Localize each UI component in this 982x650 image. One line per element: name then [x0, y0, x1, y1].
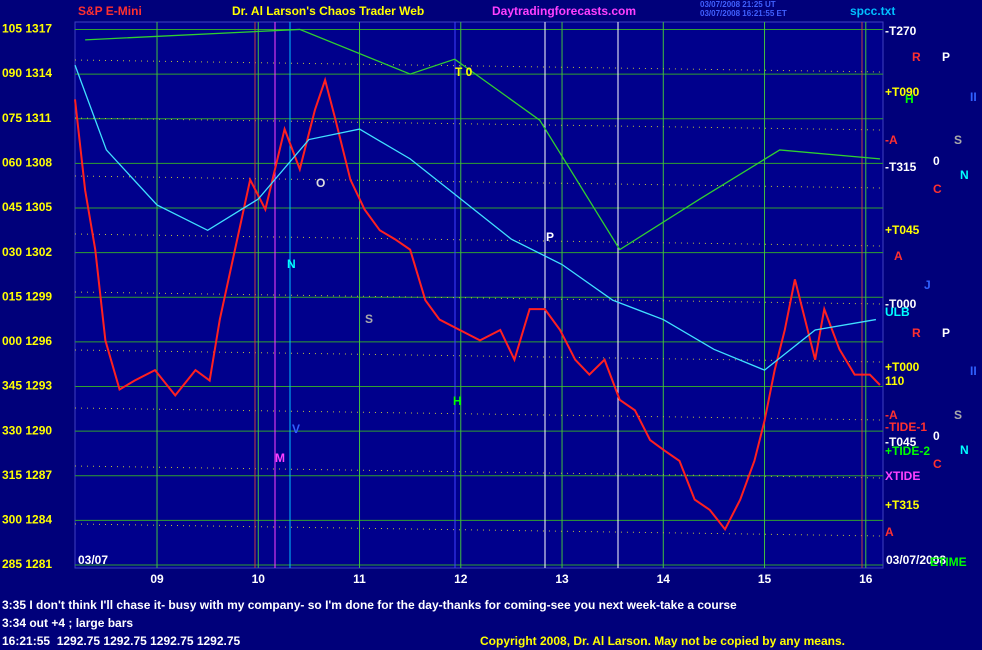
- annotation: M: [275, 451, 285, 465]
- series-line: [74, 76, 881, 532]
- marker-letter: P: [942, 326, 950, 340]
- annotation: T 0: [455, 65, 473, 79]
- y-tick-label: 030 1302: [2, 245, 52, 259]
- y-tick-label: 075 1311: [2, 111, 52, 125]
- start-date: 03/07: [78, 553, 108, 567]
- y-tick-label: 000 1296: [2, 334, 52, 348]
- y-tick-label: 285 1281: [2, 557, 52, 571]
- annotation: V: [292, 422, 300, 436]
- y-tick-label: 345 1293: [2, 379, 52, 393]
- level-label: A: [885, 525, 894, 539]
- y-tick-label: 300 1284: [2, 513, 52, 527]
- level-label: -T045: [885, 435, 917, 449]
- annotation: H: [453, 394, 462, 408]
- level-label: +T045: [885, 223, 920, 237]
- x-tick-label: 14: [657, 572, 671, 586]
- note: 3:35 I don't think I'll chase it- busy w…: [2, 598, 737, 612]
- annotation: O: [316, 176, 325, 190]
- level-label: XTIDE: [885, 469, 920, 483]
- series-line: [74, 64, 877, 371]
- level-label: +T315: [885, 498, 920, 512]
- chart-title: S&P E-Mini: [78, 4, 142, 18]
- site-name: Dr. Al Larson's Chaos Trader Web: [232, 4, 424, 18]
- annotation: S: [365, 312, 373, 326]
- x-tick-label: 15: [758, 572, 772, 586]
- copyright: Copyright 2008, Dr. Al Larson. May not b…: [480, 634, 845, 648]
- level-label: -T315: [885, 160, 917, 174]
- marker-letter: J: [924, 278, 931, 292]
- marker-letter: R: [912, 50, 921, 64]
- level-label: +T000: [885, 360, 920, 374]
- time-et: 03/07/2008 16:21:55 ET: [700, 9, 787, 18]
- level-label: ULB: [885, 305, 910, 319]
- marker-letter: N: [960, 168, 969, 182]
- x-tick-label: 10: [252, 572, 266, 586]
- marker-letter: C: [933, 182, 942, 196]
- y-tick-label: 060 1308: [2, 156, 52, 170]
- site-url: Daytradingforecasts.com: [492, 4, 636, 18]
- file-name: spcc.txt: [850, 4, 895, 18]
- level-label: +T090: [885, 85, 920, 99]
- plot-area: [74, 21, 884, 569]
- marker-letter: C: [933, 457, 942, 471]
- x-tick-label: 12: [454, 572, 468, 586]
- marker-letter: P: [942, 50, 950, 64]
- marker-letter: II: [970, 90, 977, 104]
- marker-letter: H: [905, 92, 914, 106]
- marker-letter: A: [894, 249, 903, 263]
- x-tick-label: 13: [555, 572, 569, 586]
- level-label: ETIME: [930, 555, 967, 569]
- series-line: [85, 28, 881, 251]
- level-label: +TIDE-2: [885, 444, 930, 458]
- marker-letter: II: [970, 364, 977, 378]
- note: 3:34 out +4 ; large bars: [2, 616, 133, 630]
- annotation: P: [546, 230, 554, 244]
- quote: 16:21:55 1292.75 1292.75 1292.75 1292.75: [2, 634, 241, 648]
- level-label: -T270: [885, 24, 917, 38]
- marker-letter: R: [912, 326, 921, 340]
- marker-letter: N: [960, 443, 969, 457]
- level-label: -T000: [885, 297, 917, 311]
- marker-letter: S: [954, 408, 962, 422]
- marker-letter: S: [954, 133, 962, 147]
- marker-letter: 0: [933, 429, 940, 443]
- time-ut: 03/07/2008 21:25 UT: [700, 0, 776, 9]
- level-label: -TIDE-1: [885, 420, 927, 434]
- y-tick-label: 315 1287: [2, 468, 52, 482]
- y-tick-label: 015 1299: [2, 289, 52, 303]
- y-tick-label: 045 1305: [2, 200, 52, 214]
- level-label: 110: [885, 374, 905, 388]
- x-tick-label: 16: [859, 572, 873, 586]
- x-tick-label: 11: [353, 572, 366, 586]
- x-tick-label: 09: [150, 572, 164, 586]
- end-date: 03/07/2008: [886, 553, 946, 567]
- y-tick-label: 330 1290: [2, 423, 52, 437]
- marker-letter: 0: [933, 154, 940, 168]
- y-tick-label: 105 1317: [2, 22, 52, 36]
- level-label: -A: [885, 133, 898, 147]
- annotation: N: [287, 257, 296, 271]
- y-tick-label: 090 1314: [2, 66, 52, 80]
- level-label: -A: [885, 408, 898, 422]
